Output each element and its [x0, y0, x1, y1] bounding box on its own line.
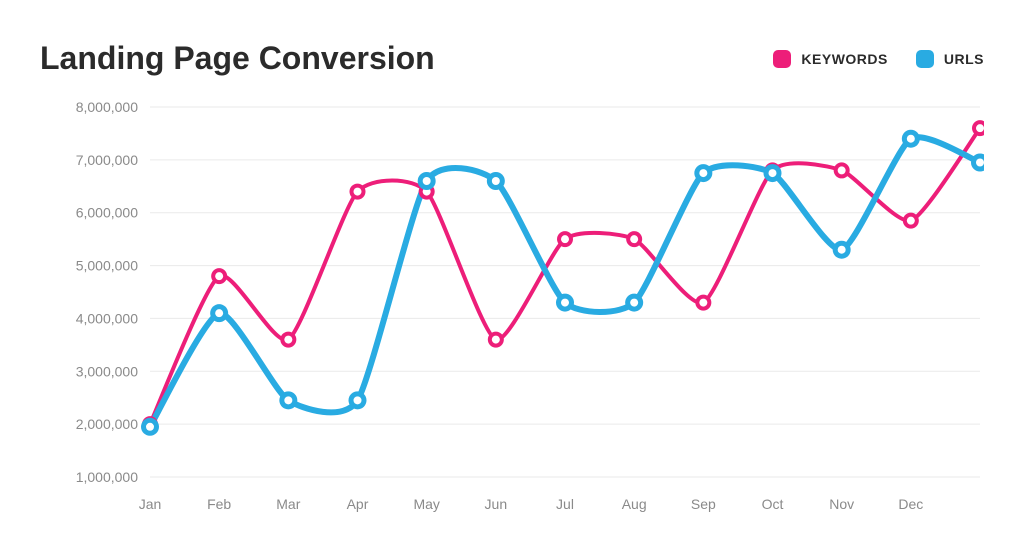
data-marker-urls	[625, 294, 643, 312]
data-marker-urls	[210, 304, 228, 322]
legend-item-urls: URLS	[916, 50, 984, 68]
data-marker-urls	[279, 391, 297, 409]
marker-inner-icon	[215, 272, 223, 280]
x-axis-label: Aug	[622, 496, 647, 512]
marker-inner-icon	[838, 246, 846, 254]
marker-inner-icon	[146, 423, 154, 431]
marker-inner-icon	[284, 336, 292, 344]
data-marker-keywords	[350, 184, 366, 200]
data-marker-urls	[764, 164, 782, 182]
x-axis-label: May	[413, 496, 439, 512]
data-marker-keywords	[280, 332, 296, 348]
marker-inner-icon	[215, 309, 223, 317]
data-marker-urls	[556, 294, 574, 312]
data-marker-keywords	[211, 268, 227, 284]
y-axis-label: 3,000,000	[76, 363, 138, 379]
marker-inner-icon	[354, 188, 362, 196]
x-axis-label: Oct	[762, 496, 784, 512]
data-marker-urls	[694, 164, 712, 182]
y-axis-label: 1,000,000	[76, 469, 138, 485]
y-axis-label: 8,000,000	[76, 99, 138, 115]
marker-inner-icon	[423, 177, 431, 185]
data-marker-urls	[418, 172, 436, 190]
marker-inner-icon	[976, 159, 984, 167]
marker-inner-icon	[492, 177, 500, 185]
marker-inner-icon	[838, 166, 846, 174]
x-axis-label: Jan	[139, 496, 162, 512]
chart-plot: 1,000,000 2,000,000 3,000,000 4,000,000 5,00…	[40, 97, 984, 537]
marker-inner-icon	[699, 169, 707, 177]
marker-inner-icon	[976, 124, 984, 132]
legend-label-urls: URLS	[944, 51, 984, 67]
marker-inner-icon	[561, 299, 569, 307]
data-marker-urls	[349, 391, 367, 409]
x-axis-label: Sep	[691, 496, 716, 512]
marker-inner-icon	[699, 299, 707, 307]
data-marker-keywords	[903, 213, 919, 229]
y-axis-label: 2,000,000	[76, 416, 138, 432]
y-axis-label: 4,000,000	[76, 310, 138, 326]
data-marker-urls	[902, 130, 920, 148]
marker-inner-icon	[907, 217, 915, 225]
data-marker-urls	[141, 418, 159, 436]
chart-frame: Landing Page Conversion KEYWORDS URLS 1,…	[0, 0, 1024, 557]
data-marker-keywords	[834, 162, 850, 178]
data-marker-keywords	[695, 295, 711, 311]
chart-svg: 1,000,000 2,000,000 3,000,000 4,000,000 5,00…	[40, 97, 984, 537]
marker-inner-icon	[492, 336, 500, 344]
legend-swatch-urls	[916, 50, 934, 68]
marker-inner-icon	[284, 396, 292, 404]
x-axis-label: Jun	[485, 496, 508, 512]
marker-inner-icon	[907, 135, 915, 143]
header: Landing Page Conversion KEYWORDS URLS	[40, 40, 984, 77]
legend-label-keywords: KEYWORDS	[801, 51, 887, 67]
data-marker-keywords	[488, 332, 504, 348]
data-marker-keywords	[557, 231, 573, 247]
marker-inner-icon	[769, 169, 777, 177]
y-axis-label: 6,000,000	[76, 205, 138, 221]
legend: KEYWORDS URLS	[773, 50, 984, 68]
x-axis-label: Apr	[347, 496, 369, 512]
x-axis-label: Jul	[556, 496, 574, 512]
y-axis-label: 5,000,000	[76, 258, 138, 274]
chart-title: Landing Page Conversion	[40, 40, 435, 77]
data-marker-urls	[487, 172, 505, 190]
x-axis-label: Mar	[276, 496, 300, 512]
marker-inner-icon	[354, 396, 362, 404]
x-axis-label: Nov	[829, 496, 854, 512]
marker-inner-icon	[630, 299, 638, 307]
legend-item-keywords: KEYWORDS	[773, 50, 887, 68]
marker-inner-icon	[561, 235, 569, 243]
x-axis-label: Dec	[898, 496, 923, 512]
x-axis-label: Feb	[207, 496, 231, 512]
y-axis-label: 7,000,000	[76, 152, 138, 168]
data-marker-urls	[833, 241, 851, 259]
marker-inner-icon	[630, 235, 638, 243]
legend-swatch-keywords	[773, 50, 791, 68]
data-marker-keywords	[626, 231, 642, 247]
